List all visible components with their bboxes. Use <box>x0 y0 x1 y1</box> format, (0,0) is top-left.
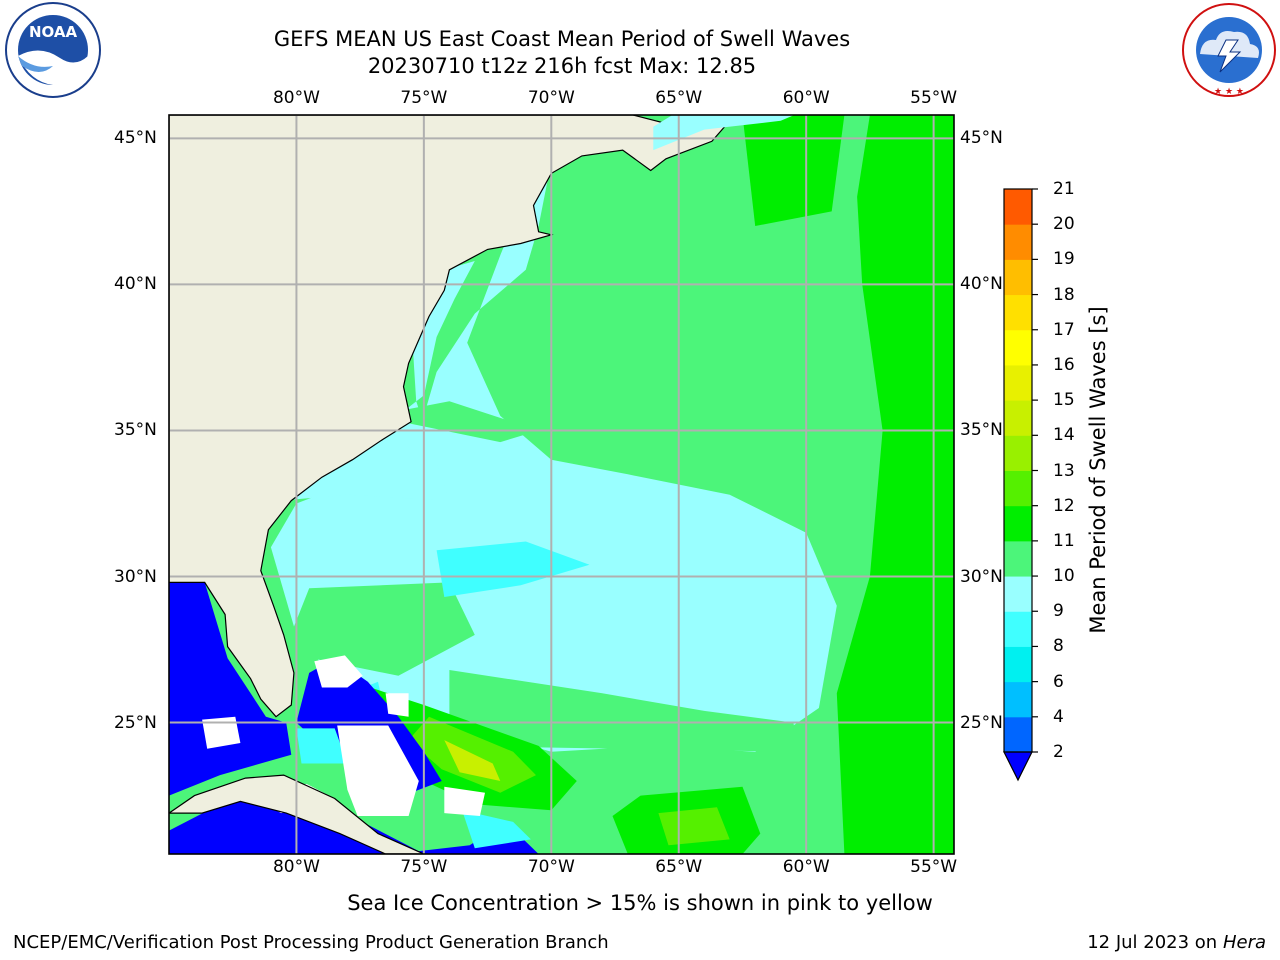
colorbar-tick-label: 12 <box>1053 495 1075 516</box>
contour-band-10-11s <box>742 115 845 226</box>
ocean-gulf-st-lawrence <box>653 115 795 151</box>
lat-tick-label: 25°N <box>114 712 157 733</box>
colorbar-tick-label: 20 <box>1053 214 1075 235</box>
nws-logo: ★ ★ ★ <box>1182 3 1276 97</box>
footer-date: 12 Jul 2023 on Hera <box>1087 932 1266 953</box>
lat-tick-label: 25°N <box>960 712 1003 733</box>
footer-credit: NCEP/EMC/Verification Post Processing Pr… <box>13 932 609 953</box>
lat-tick-label: 35°N <box>960 420 1003 441</box>
colorbar-tick-label: 8 <box>1053 636 1064 657</box>
colorbar-segment <box>1004 400 1032 436</box>
colorbar-segment <box>1004 435 1032 471</box>
colorbar-tick-label: 11 <box>1053 530 1075 551</box>
contour-band-9-10s <box>283 582 475 676</box>
sea-ice-note: Sea Ice Concentration > 15% is shown in … <box>347 891 933 915</box>
contour-band-9-10s <box>449 670 799 752</box>
colorbar-tick-label: 21 <box>1053 179 1075 199</box>
colorbar-segment <box>1004 611 1032 647</box>
lat-tick-label: 30°N <box>114 566 157 587</box>
colorbar-tick-label: 15 <box>1053 390 1075 411</box>
masked-area <box>314 655 363 688</box>
contour-band-6-8s <box>296 728 348 764</box>
colorbar-tick-label: 2 <box>1053 742 1064 762</box>
lat-tick-label: 35°N <box>114 420 157 441</box>
colorbar-label: Mean Period of Swell Waves [s] <box>1086 306 1110 634</box>
contour-band-12-13s <box>444 740 501 781</box>
lon-tick-label: 75°W <box>400 88 448 108</box>
colorbar-segment <box>1004 294 1032 331</box>
footer-machine: Hera <box>1222 932 1266 953</box>
lon-tick-label: 60°W <box>782 857 830 877</box>
colorbar-tick-label: 19 <box>1053 249 1075 270</box>
land-north-america <box>169 115 736 718</box>
colorbar-segment <box>1004 189 1032 225</box>
lon-tick-label: 75°W <box>400 857 448 877</box>
lat-tick-label: 45°N <box>114 128 157 149</box>
contour-band-9-10s <box>372 401 539 443</box>
map-grid <box>169 115 954 854</box>
lon-tick-label: 65°W <box>655 88 703 108</box>
colorbar-tick-label: 10 <box>1053 566 1075 587</box>
map-subtitle: 20230710 t12z 216h fcst Max: 12.85 <box>367 54 757 78</box>
colorbar-segment <box>1004 224 1032 260</box>
colorbar-segment <box>1004 329 1032 366</box>
colorbar-tick-label: 18 <box>1053 284 1075 305</box>
colorbar-tick-label: 13 <box>1053 460 1075 481</box>
lon-tick-label: 80°W <box>272 857 320 877</box>
contour-band-below-2s <box>169 582 292 796</box>
contour-band-6-8s <box>462 810 531 849</box>
lat-tick-label: 40°N <box>960 274 1003 295</box>
map-title: GEFS MEAN US East Coast Mean Period of S… <box>273 27 851 51</box>
colorbar-tick-label: 14 <box>1053 425 1075 446</box>
colorbar-tick-label: 6 <box>1053 671 1064 692</box>
colorbar-segment <box>1004 470 1032 507</box>
contour-band-10-11s <box>836 115 954 854</box>
masked-area <box>337 725 419 816</box>
colorbar-segment <box>1004 505 1032 542</box>
lon-tick-label: 70°W <box>527 857 575 877</box>
masked-area <box>202 716 241 749</box>
lat-tick-label: 45°N <box>960 128 1003 149</box>
colorbar-segment <box>1004 259 1032 296</box>
lat-tick-label: 40°N <box>114 274 157 295</box>
lat-tick-label: 30°N <box>960 566 1003 587</box>
noaa-logo-text: NOAA <box>29 23 78 41</box>
colorbar-tick-label: 16 <box>1053 354 1075 375</box>
lon-tick-label: 70°W <box>527 88 575 108</box>
colorbar-segment <box>1004 646 1032 683</box>
colorbar-extend-low <box>1003 751 1033 782</box>
colorbar <box>1003 188 1038 782</box>
map-plot-area <box>169 115 954 854</box>
colorbar-tick-label: 17 <box>1053 319 1075 340</box>
contour-band-10-11s <box>920 488 954 694</box>
masked-area <box>385 693 409 717</box>
lon-tick-label: 65°W <box>655 857 703 877</box>
colorbar-tick-label: 4 <box>1053 706 1064 727</box>
svg-text:★ ★ ★: ★ ★ ★ <box>1214 87 1244 97</box>
colorbar-segment <box>1004 576 1032 612</box>
colorbar-segment <box>1004 681 1032 718</box>
noaa-logo: NOAA <box>5 2 101 98</box>
lon-tick-label: 55°W <box>910 88 958 108</box>
map-frame <box>168 114 955 855</box>
masked-area <box>444 786 485 816</box>
colorbar-segment <box>1004 540 1032 577</box>
lon-tick-label: 60°W <box>782 88 830 108</box>
contour-band-11-12s <box>658 807 730 846</box>
lon-tick-label: 55°W <box>910 857 958 877</box>
footer-date-text: 12 Jul 2023 on <box>1087 932 1223 953</box>
colorbar-segment <box>1004 364 1032 401</box>
colorbar-tick-label: 9 <box>1053 601 1064 622</box>
lon-tick-label: 80°W <box>272 88 320 108</box>
colorbar-segment <box>1004 716 1032 753</box>
